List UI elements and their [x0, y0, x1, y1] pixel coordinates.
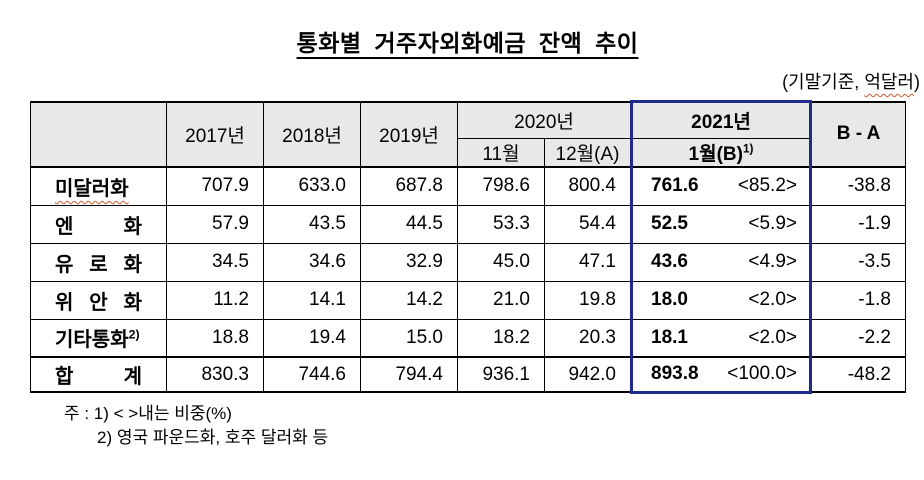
header-dec-a: 12월(A)	[544, 138, 632, 168]
footnote-2: 2) 영국 파운드화, 호주 달러화 등	[97, 427, 329, 447]
value-cell: 45.0	[457, 242, 545, 282]
value-cell: 633.0	[263, 166, 361, 206]
value-jan: 761.6	[651, 175, 699, 197]
share-pct: <2.0>	[748, 289, 797, 310]
diff-cell: -1.9	[810, 204, 906, 244]
document-page: 통화별 거주자외화예금 잔액 추이 (기말기준, 억달러) 2017년 2018…	[0, 24, 924, 480]
unit-note: (기말기준, 억달러)	[30, 68, 920, 94]
value-cell: 32.9	[360, 242, 458, 282]
value-2021-cell: 18.1 <2.0>	[630, 318, 812, 358]
row-usd: 미달러화 707.9 633.0 687.8 798.6 800.4 761.6…	[30, 166, 906, 206]
footnote-ref-2: 2)	[128, 327, 140, 342]
value-2021-cell: 18.0 <2.0>	[630, 280, 812, 320]
row-euro: 유 로 화 34.5 34.6 32.9 45.0 47.1 43.6 <4.9>…	[30, 242, 906, 282]
corner-cell	[30, 100, 167, 168]
page-title: 통화별 거주자외화예금 잔액 추이	[296, 30, 639, 56]
table-header: 2017년 2018년 2019년 2020년 2021년 B - A 11월 …	[30, 100, 906, 168]
header-nov: 11월	[457, 138, 545, 168]
footnotes: 주 : 1) < >내는 비중(%) 2) 영국 파운드화, 호주 달러화 등	[64, 402, 924, 450]
value-cell: 19.4	[263, 318, 361, 358]
row-label: 유 로 화	[30, 242, 167, 282]
diff-cell: -1.8	[810, 280, 906, 320]
share-pct: <5.9>	[748, 213, 797, 234]
row-label: 기타통화2)	[30, 318, 167, 358]
diff-cell: -38.8	[810, 166, 906, 206]
share-pct: <4.9>	[748, 251, 797, 272]
row-total: 합 계 830.3 744.6 794.4 936.1 942.0 893.8 <…	[30, 356, 906, 394]
value-2021-cell: 893.8 <100.0>	[630, 356, 812, 394]
table-body: 미달러화 707.9 633.0 687.8 798.6 800.4 761.6…	[30, 166, 906, 394]
header-2017: 2017년	[166, 100, 264, 168]
value-cell: 18.2	[457, 318, 545, 358]
row-label: 미달러화	[30, 166, 167, 206]
value-2021-cell: 43.6 <4.9>	[630, 242, 812, 282]
value-cell: 20.3	[544, 318, 632, 358]
value-cell: 57.9	[166, 204, 264, 244]
value-cell: 687.8	[360, 166, 458, 206]
footnote-1: 주 : 1) < >내는 비중(%)	[64, 403, 232, 423]
unit-note-prefix: (기말기준,	[782, 72, 865, 92]
value-2021-cell: 52.5 <5.9>	[630, 204, 812, 244]
header-2019: 2019년	[360, 100, 458, 168]
value-cell: 942.0	[544, 356, 632, 393]
value-jan: 52.5	[651, 213, 688, 234]
title-row: 통화별 거주자외화예금 잔액 추이	[30, 24, 905, 58]
value-cell: 21.0	[457, 280, 545, 320]
header-diff-b-minus-a: B - A	[810, 100, 906, 168]
diff-cell: -3.5	[810, 242, 906, 282]
value-cell: 794.4	[360, 356, 458, 393]
value-cell: 707.9	[166, 166, 264, 206]
value-cell: 34.5	[166, 242, 264, 282]
header-jan-b: 1월(B)1)	[630, 138, 812, 168]
value-cell: 936.1	[457, 356, 545, 393]
value-cell: 47.1	[544, 242, 632, 282]
value-jan: 18.1	[651, 326, 688, 348]
value-cell: 43.5	[263, 204, 361, 244]
value-cell: 14.2	[360, 280, 458, 320]
share-pct: <85.2>	[737, 175, 797, 197]
header-jan-b-label: 1월(B)	[688, 144, 743, 165]
row-label: 엔 화	[30, 204, 167, 244]
value-cell: 54.4	[544, 204, 632, 244]
value-cell: 15.0	[360, 318, 458, 358]
value-cell: 14.1	[263, 280, 361, 320]
value-cell: 800.4	[544, 166, 632, 206]
value-jan: 43.6	[651, 251, 688, 272]
header-2020-group: 2020년	[457, 100, 632, 139]
value-cell: 44.5	[360, 204, 458, 244]
header-2021-group: 2021년	[630, 100, 812, 139]
diff-cell: -2.2	[810, 318, 906, 358]
value-jan: 18.0	[651, 289, 688, 310]
value-cell: 11.2	[166, 280, 264, 320]
value-2021-cell: 761.6 <85.2>	[630, 166, 812, 206]
deposits-by-currency-table: 2017년 2018년 2019년 2020년 2021년 B - A 11월 …	[30, 100, 906, 394]
diff-cell: -48.2	[810, 356, 906, 393]
unit-note-wavy-text: 억달러	[864, 72, 914, 92]
value-cell: 798.6	[457, 166, 545, 206]
value-cell: 744.6	[263, 356, 361, 393]
value-jan: 893.8	[651, 363, 699, 385]
share-pct: <2.0>	[748, 326, 797, 348]
value-cell: 34.6	[263, 242, 361, 282]
unit-note-suffix: )	[914, 72, 920, 92]
value-cell: 19.8	[544, 280, 632, 320]
share-pct: <100.0>	[727, 363, 797, 385]
value-cell: 18.8	[166, 318, 264, 358]
row-label: 합 계	[30, 356, 167, 393]
value-cell: 830.3	[166, 356, 264, 393]
footnote-ref-1: 1)	[742, 142, 754, 156]
row-yen: 엔 화 57.9 43.5 44.5 53.3 54.4 52.5 <5.9> -…	[30, 204, 906, 244]
row-label: 위 안 화	[30, 280, 167, 320]
value-cell: 53.3	[457, 204, 545, 244]
row-yuan: 위 안 화 11.2 14.1 14.2 21.0 19.8 18.0 <2.0>…	[30, 280, 906, 320]
header-2018: 2018년	[263, 100, 361, 168]
row-other-currencies: 기타통화2) 18.8 19.4 15.0 18.2 20.3 18.1 <2.0…	[30, 318, 906, 358]
